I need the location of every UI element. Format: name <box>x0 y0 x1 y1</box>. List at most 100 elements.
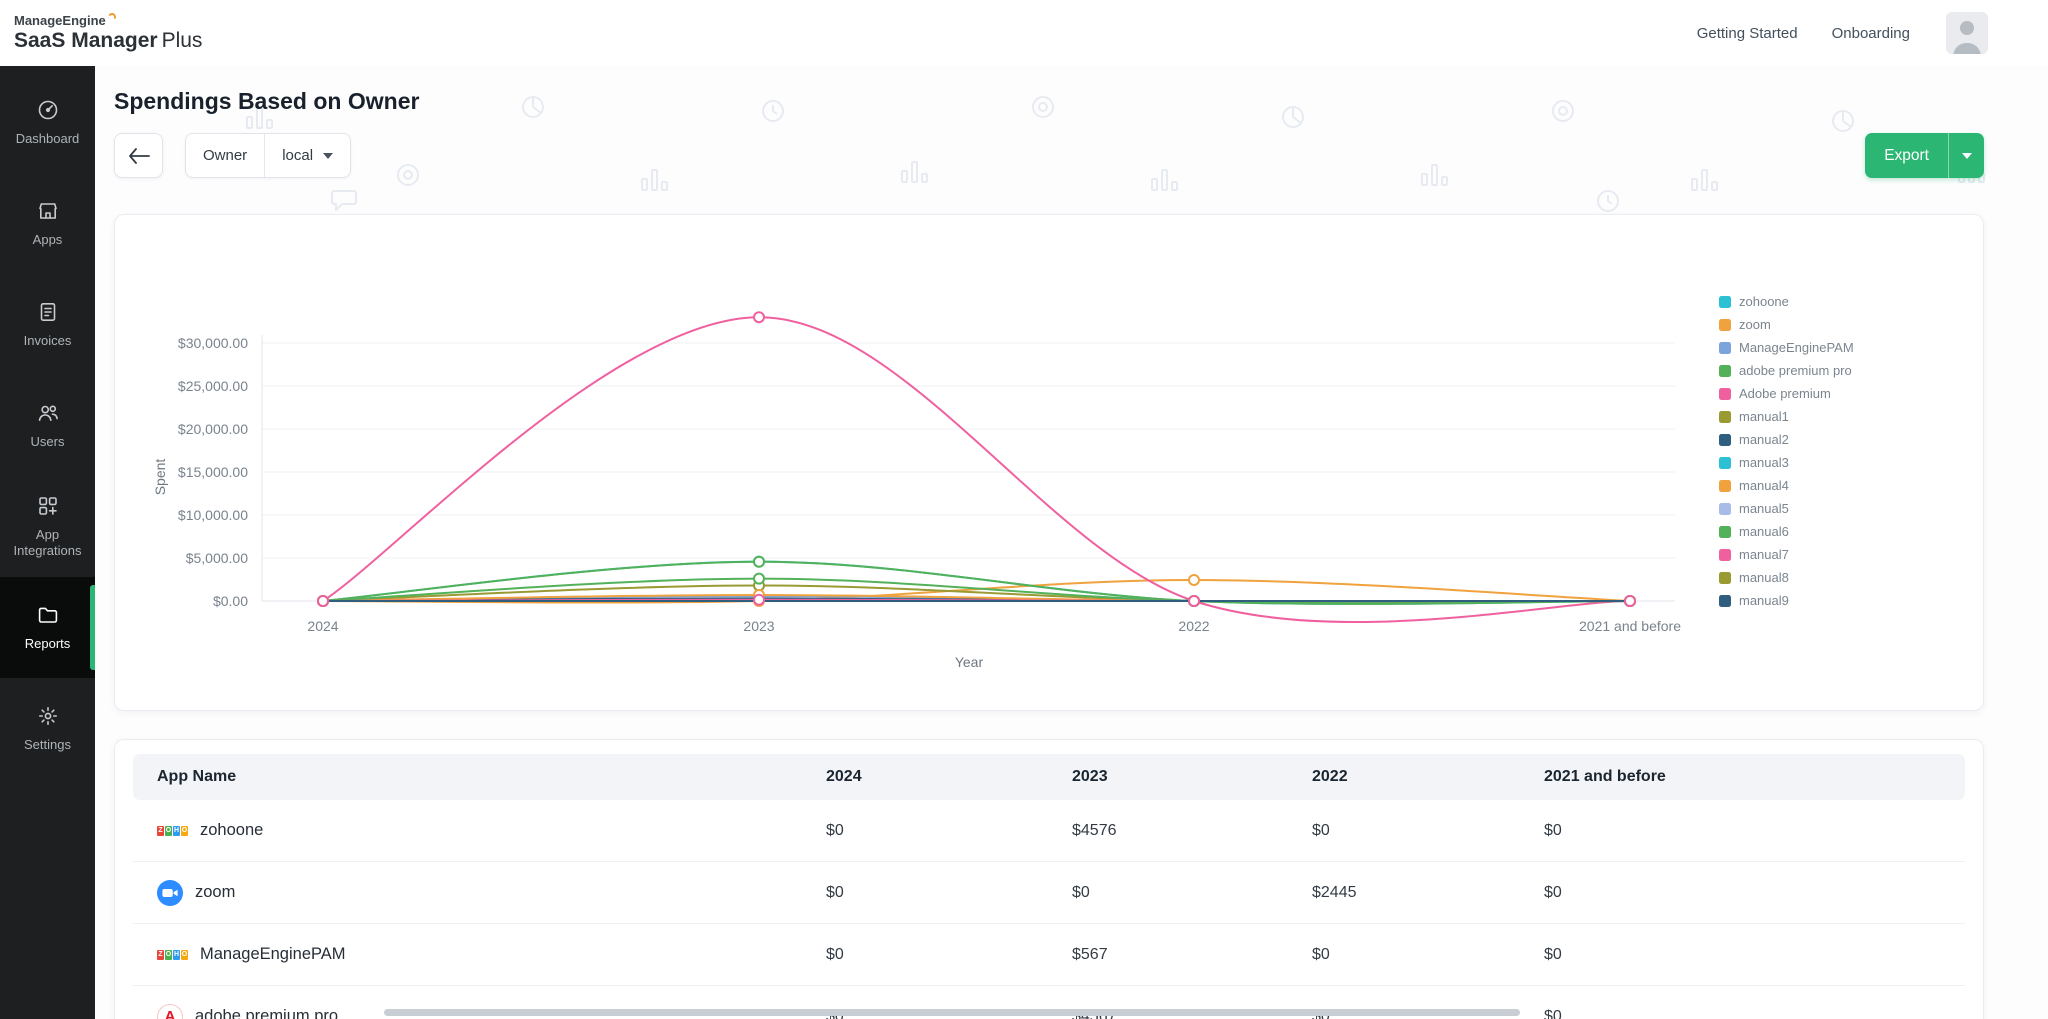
legend-item-manageenginepam[interactable]: ManageEnginePAM <box>1719 341 1854 354</box>
legend-swatch <box>1719 410 1731 423</box>
legend-item-zoom[interactable]: zoom <box>1719 318 1854 331</box>
app-name: zohoone <box>200 821 264 839</box>
data-point-marker <box>753 555 765 568</box>
legend-label: manual9 <box>1739 593 1789 608</box>
filter-value-dropdown[interactable]: local <box>264 134 350 177</box>
export-button[interactable]: Export <box>1865 133 1984 178</box>
sidebar-item-app-integrations[interactable]: App Integrations <box>0 476 95 577</box>
sidebar-item-label: Settings <box>24 736 71 752</box>
series-line-manual6 <box>322 577 1631 604</box>
sidebar-item-label: App Integrations <box>13 526 82 558</box>
spend-value: $4576 <box>1072 821 1117 839</box>
y-axis-title: Spent <box>152 459 168 496</box>
legend-item-manual6[interactable]: manual6 <box>1719 525 1854 538</box>
table-row[interactable]: Z O H O ManageEnginePAM $0 $567 $0 $0 <box>133 924 1965 986</box>
legend-label: zohoone <box>1739 294 1789 309</box>
app-name: adobe premium pro <box>195 1007 339 1019</box>
legend-label: manual6 <box>1739 524 1789 539</box>
brand-product-suffix: Plus <box>161 29 203 52</box>
spend-value: $0 <box>826 883 844 901</box>
horizontal-scrollbar-thumb[interactable] <box>384 1009 1520 1016</box>
sidebar-item-label: Invoices <box>23 332 72 348</box>
top-header: ManageEngine SaaS Manager Plus Getting St… <box>0 0 2048 66</box>
legend-item-adobe-premium[interactable]: Adobe premium <box>1719 387 1854 400</box>
series-line-adobe-premium <box>322 316 1631 623</box>
user-avatar[interactable] <box>1946 12 1988 54</box>
dashboard-icon <box>36 98 60 122</box>
page-title: Spendings Based on Owner <box>114 88 420 114</box>
y-axis-tick-label: $25,000.00 <box>178 378 248 394</box>
sidebar: Dashboard Apps Invoices Users App Integratio… <box>0 66 95 1019</box>
legend-item-manual5[interactable]: manual5 <box>1719 502 1854 515</box>
legend-label: Adobe premium <box>1739 386 1831 401</box>
legend-swatch <box>1719 456 1731 469</box>
data-point-marker <box>753 311 765 324</box>
legend-label: zoom <box>1739 317 1771 332</box>
data-point-marker <box>317 595 329 607</box>
legend-label: ManageEnginePAM <box>1739 340 1854 355</box>
chevron-down-icon <box>1961 152 1972 159</box>
legend-swatch <box>1719 387 1731 400</box>
brand-manageengine-text: ManageEngine <box>14 13 106 28</box>
chart-legend: zohoone zoom ManageEnginePAM adobe premium … <box>1719 295 1854 607</box>
spend-value: $0 <box>1312 945 1330 963</box>
spend-line-chart: $0.00 $5,000.00 $10,000.00 $15,000.00 $20,00… <box>152 311 1681 670</box>
table-row[interactable]: zoom $0 $0 $2445 $0 <box>133 862 1965 924</box>
invoices-icon <box>36 300 60 324</box>
sidebar-item-settings[interactable]: Settings <box>0 678 95 779</box>
back-button[interactable] <box>114 133 163 178</box>
legend-label: manual8 <box>1739 570 1789 585</box>
legend-item-manual1[interactable]: manual1 <box>1719 410 1854 423</box>
data-point-marker <box>1188 573 1200 586</box>
spend-value: $2445 <box>1312 883 1357 901</box>
chevron-down-icon <box>323 152 334 159</box>
sidebar-item-label: Users <box>30 433 65 449</box>
legend-item-manual8[interactable]: manual8 <box>1719 571 1854 584</box>
legend-swatch <box>1719 295 1731 308</box>
adobe-logo: A <box>157 1003 183 1019</box>
sidebar-item-label: Reports <box>24 635 71 651</box>
app-integrations-icon <box>36 494 60 518</box>
legend-item-zohoone[interactable]: zohoone <box>1719 295 1854 308</box>
export-dropdown-caret[interactable] <box>1948 133 1984 178</box>
sidebar-item-apps[interactable]: Apps <box>0 173 95 274</box>
brand-logo: ManageEngine SaaS Manager Plus <box>14 12 203 53</box>
legend-label: manual5 <box>1739 501 1789 516</box>
zoom-logo <box>157 879 183 906</box>
y-axis-tick-label: $5,000.00 <box>186 550 248 566</box>
sidebar-item-invoices[interactable]: Invoices <box>0 274 95 375</box>
legend-swatch <box>1719 433 1731 446</box>
data-point-marker <box>753 593 765 606</box>
legend-item-manual2[interactable]: manual2 <box>1719 433 1854 446</box>
y-axis-tick-label: $30,000.00 <box>178 335 248 351</box>
table-row[interactable]: Z O H O zohoone $0 $4576 $0 $0 <box>133 800 1965 862</box>
legend-item-adobe-premium-pro[interactable]: adobe premium pro <box>1719 364 1854 377</box>
legend-item-manual3[interactable]: manual3 <box>1719 456 1854 469</box>
legend-item-manual7[interactable]: manual7 <box>1719 548 1854 561</box>
y-axis-tick-label: $15,000.00 <box>178 464 248 480</box>
legend-item-manual9[interactable]: manual9 <box>1719 594 1854 607</box>
sidebar-item-users[interactable]: Users <box>0 375 95 476</box>
background-doodle-bubble <box>331 190 357 211</box>
spend-value: $0 <box>1312 821 1330 839</box>
top-link-onboarding[interactable]: Onboarding <box>1831 24 1910 42</box>
legend-swatch <box>1719 341 1731 354</box>
sidebar-item-label: Dashboard <box>15 130 80 146</box>
legend-swatch <box>1719 548 1731 561</box>
spend-value: $0 <box>1544 883 1562 901</box>
filter-label-owner: Owner <box>186 134 264 177</box>
legend-label: manual3 <box>1739 455 1789 470</box>
legend-item-manual4[interactable]: manual4 <box>1719 479 1854 492</box>
legend-swatch <box>1719 571 1731 584</box>
apps-icon <box>36 199 60 223</box>
top-link-getting-started[interactable]: Getting Started <box>1696 24 1798 42</box>
table-header-row: App Name 2024 2023 2022 2021 and before <box>133 754 1965 800</box>
sidebar-item-dashboard[interactable]: Dashboard <box>0 72 95 173</box>
table-column-header: 2021 and before <box>1544 768 1666 785</box>
legend-swatch <box>1719 594 1731 607</box>
reports-icon <box>36 603 60 627</box>
spend-value: $567 <box>1072 945 1108 963</box>
sidebar-item-reports[interactable]: Reports <box>0 577 95 678</box>
